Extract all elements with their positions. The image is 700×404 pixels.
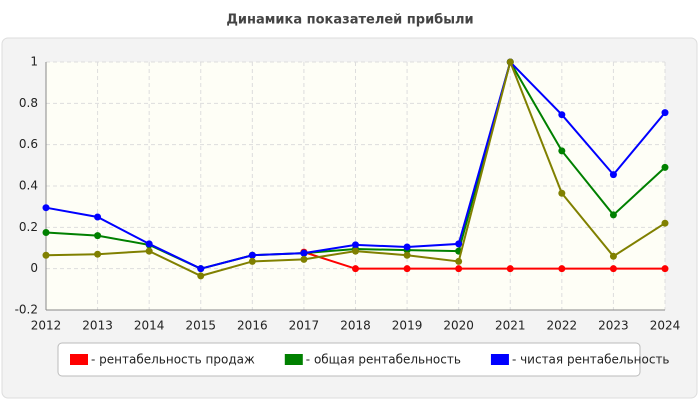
point: [352, 241, 359, 249]
point: [661, 163, 669, 171]
point: [558, 147, 566, 155]
legend: [57, 342, 641, 377]
legend-label: - общая рентабельность: [306, 353, 461, 367]
x-tick-label: 2022: [547, 319, 578, 333]
point: [197, 272, 205, 280]
point: [609, 171, 617, 179]
y-tick-label: 0.8: [19, 96, 38, 110]
y-tick-label: 0.6: [19, 137, 38, 151]
point: [94, 250, 102, 258]
chart-title: Динамика показателей прибыли: [226, 13, 473, 28]
x-tick-label: 2012: [31, 319, 62, 333]
x-tick-label: 2018: [340, 319, 371, 333]
series-line: [303, 251, 665, 270]
point: [42, 204, 50, 212]
point: [661, 219, 669, 227]
point: [403, 243, 411, 251]
point: [403, 265, 411, 273]
point: [558, 189, 566, 197]
x-tick-label: 2017: [289, 319, 320, 333]
legend-swatch: [70, 354, 88, 365]
point: [455, 257, 463, 265]
y-tick-label: 0.2: [19, 220, 38, 234]
point: [558, 265, 566, 273]
point: [94, 232, 102, 240]
y-tick-label: 1: [30, 55, 38, 69]
legend-swatch: [284, 354, 303, 365]
point: [506, 58, 514, 66]
point: [352, 247, 359, 255]
point: [506, 265, 514, 273]
y-tick-label: 0.4: [19, 179, 38, 193]
x-tick-label: 2015: [185, 319, 216, 333]
point: [455, 240, 463, 248]
point: [609, 211, 617, 219]
point: [145, 240, 153, 248]
point: [403, 251, 411, 259]
x-tick-label: 2016: [237, 319, 268, 333]
point: [661, 109, 669, 117]
point: [300, 249, 308, 257]
legend-swatch: [490, 354, 509, 365]
x-tick-label: 2020: [443, 319, 474, 333]
x-tick-label: 2013: [82, 319, 113, 333]
point: [455, 265, 463, 273]
y-tick-label: -0.2: [15, 303, 38, 317]
x-tick-label: 2023: [598, 319, 629, 333]
y-tick-label: 0: [30, 261, 38, 275]
point: [94, 213, 102, 221]
x-tick-label: 2021: [495, 319, 526, 333]
point: [197, 265, 205, 273]
point: [248, 257, 256, 265]
point: [609, 265, 617, 273]
point: [145, 247, 153, 255]
point: [248, 251, 256, 259]
point: [42, 229, 50, 236]
x-tick-label: 2024: [650, 319, 681, 333]
point: [352, 265, 359, 273]
point: [558, 111, 566, 119]
point: [300, 255, 308, 263]
point: [609, 252, 617, 260]
x-tick-label: 2019: [392, 319, 423, 333]
x-tick-label: 2014: [134, 319, 165, 333]
point: [661, 265, 669, 273]
point: [42, 251, 50, 259]
legend-label: - чистая рентабельность: [512, 353, 670, 367]
legend-label: - рентабельность продаж: [91, 353, 255, 367]
